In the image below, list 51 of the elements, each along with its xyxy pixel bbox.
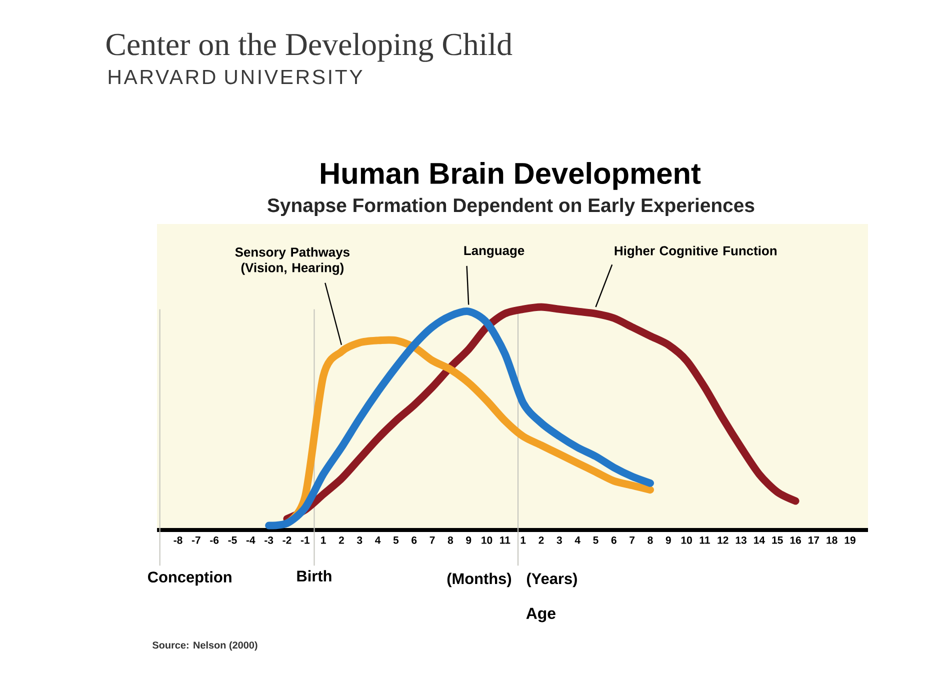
x-tick-label: 3 <box>556 536 562 544</box>
x-tick-label: 8 <box>648 536 653 544</box>
text: Center on the Developing Child <box>106 32 512 62</box>
x-tick-label: 2 <box>538 536 544 544</box>
x-tick-label: -7 <box>192 536 200 544</box>
text: (Months) <box>447 572 512 588</box>
source-note: Source: Nelson (2000) <box>152 641 258 651</box>
x-tick-label: 8 <box>448 536 454 544</box>
x-tick-label: -6 <box>210 536 219 544</box>
x-tick-label: 11 <box>700 536 710 544</box>
x-tick-label: 6 <box>412 536 417 544</box>
chart-subtitle: Synapse Formation Dependent on Early Experiences <box>268 198 754 216</box>
text: Sensory Pathways (Vision, Hearing) <box>235 247 350 275</box>
x-tick-label: 7 <box>430 536 435 544</box>
x-tick-label: 18 <box>826 536 838 544</box>
x-tick-label: -8 <box>174 536 182 544</box>
x-tick-label: 5 <box>393 536 399 544</box>
x-tick-label: 10 <box>482 536 492 544</box>
x-axis-title: Age <box>526 608 556 622</box>
x-tick-label: 15 <box>772 536 783 544</box>
x-tick-label: 9 <box>466 536 472 544</box>
x-tick-label: -5 <box>228 536 237 544</box>
x-tick-label: 9 <box>666 536 671 544</box>
x-tick-label: 16 <box>790 536 801 544</box>
x-tick-label: 5 <box>593 536 598 544</box>
x-tick-label: 1 <box>321 536 326 544</box>
x-tick-label: 1 <box>520 536 526 544</box>
x-tick-label: 12 <box>718 536 728 544</box>
text: (Years) <box>526 572 577 588</box>
x-tick-label: 2 <box>338 536 344 544</box>
x-tick-label: 14 <box>754 536 765 544</box>
x-tick-label: 4 <box>375 536 381 544</box>
x-tick-label: -4 <box>246 536 256 544</box>
x-tick-label: -3 <box>264 536 274 544</box>
x-tick-label: 7 <box>630 536 635 544</box>
text: Higher Cognitive Function <box>614 246 776 258</box>
text: Birth <box>297 570 332 582</box>
x-tick-label: -2 <box>282 536 292 544</box>
x-tick-label: 17 <box>808 536 820 544</box>
x-tick-label: 19 <box>844 536 856 544</box>
x-tick-label: -1 <box>300 536 310 544</box>
text: HARVARD UNIVERSITY <box>108 70 362 84</box>
x-tick-label: 3 <box>356 536 362 544</box>
x-tick-label: 10 <box>681 536 692 544</box>
chart-title: Human Brain Development <box>321 162 701 190</box>
x-tick-label: 4 <box>574 536 580 544</box>
x-tick-label: 11 <box>500 536 510 544</box>
text: Language <box>464 246 524 258</box>
x-tick-label: 13 <box>736 536 746 544</box>
text: Conception <box>148 571 232 586</box>
x-tick-label: 6 <box>611 536 616 544</box>
